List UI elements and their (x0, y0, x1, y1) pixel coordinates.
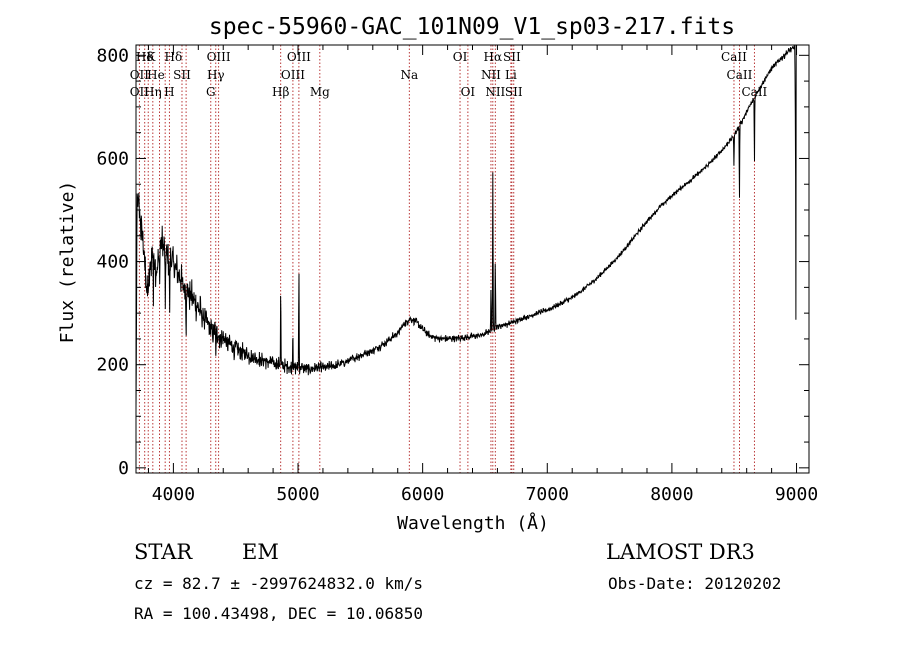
spectral-line-label: CaII (741, 85, 767, 99)
y-tick-label: 600 (96, 148, 129, 169)
y-tick-label: 0 (118, 458, 129, 479)
plot-frame (135, 44, 810, 474)
spectral-line-label: Mg (310, 85, 330, 99)
spectral-line-label: H (164, 85, 174, 99)
y-axis-ticks: 0 200 400 600 800 (96, 45, 809, 479)
spectral-line-label: Hβ (272, 85, 289, 99)
object-class: STAR (134, 540, 193, 564)
coordinates: RA = 100.43498, DEC = 10.06850 (134, 604, 423, 623)
x-tick-label: 5000 (276, 484, 319, 505)
obs-date: Obs-Date: 20120202 (608, 574, 781, 593)
x-tick-label: 9000 (775, 484, 818, 505)
spectral-line-label: OII (130, 68, 150, 82)
spectral-line-label: OIII (287, 50, 311, 64)
x-axis-ticks: 4000 5000 6000 7000 8000 9000 (147, 45, 818, 505)
redshift-text: cz = 82.7 ± -2997624832.0 km/s (134, 574, 423, 593)
spectral-line-label: Hη (144, 85, 162, 99)
y-tick-label: 400 (96, 252, 129, 273)
spectral-line-label: K (146, 50, 156, 64)
spectrum-line (135, 44, 797, 409)
x-tick-label: 7000 (526, 484, 569, 505)
spectral-line-label: CaII (727, 68, 753, 82)
spectral-line-label: NII (481, 68, 501, 82)
spectral-line-label: SII (173, 68, 191, 82)
spectral-line-label: OI (461, 85, 476, 99)
x-tick-label: 6000 (401, 484, 444, 505)
spectral-line-label: SII (503, 50, 521, 64)
y-axis-label: Flux (relative) (57, 181, 78, 344)
spectral-line-label: Li (505, 68, 517, 82)
object-subclass: EM (242, 540, 279, 564)
spectral-line-label: CaII (721, 50, 747, 64)
x-axis-label: Wavelength (Å) (397, 512, 549, 534)
spectral-line-label: OIII (281, 68, 305, 82)
spectral-line-markers (138, 45, 755, 473)
spectrum-series (135, 44, 797, 409)
y-tick-label: 800 (96, 45, 129, 66)
survey-name: LAMOST DR3 (606, 540, 755, 564)
spectral-line-label: Na (400, 68, 418, 82)
spectral-line-label: Hδ (165, 50, 183, 64)
spectral-line-label: OII (130, 85, 150, 99)
spectral-line-label: NII (485, 85, 505, 99)
y-tick-label: 200 (96, 355, 129, 376)
spectral-line-label: He (147, 68, 165, 82)
x-tick-label: 8000 (650, 484, 693, 505)
spectral-line-label: Hδ (136, 50, 154, 64)
spectral-line-label: OIII (207, 50, 231, 64)
info-block: STAR EM LAMOST DR3 cz = 82.7 ± -29976248… (134, 540, 781, 623)
spectral-line-label: Hα (484, 50, 503, 64)
spectral-line-label: G (206, 85, 216, 99)
spectral-line-label: Hγ (207, 68, 225, 82)
x-tick-label: 4000 (152, 484, 195, 505)
chart-title: spec-55960-GAC_101N09_V1_sp03-217.fits (209, 14, 735, 40)
spectral-line-label: OI (453, 50, 468, 64)
spectral-line-label: SII (505, 85, 523, 99)
